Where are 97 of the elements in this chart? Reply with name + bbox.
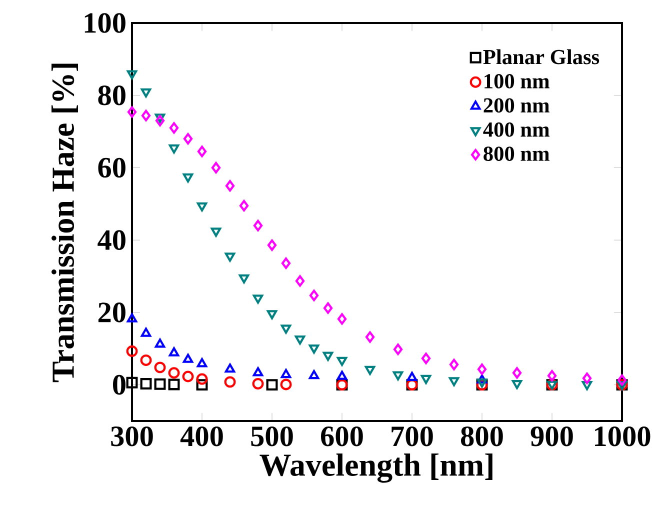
point [512,367,522,379]
x-tick-label: 500 [251,426,293,446]
point [196,358,208,368]
point [364,366,376,375]
point [477,364,487,375]
point [420,374,432,384]
x-axis-title: Wavelength [nm] [260,453,492,483]
point [196,379,208,391]
point [267,239,277,251]
point [476,374,488,384]
point [336,356,348,366]
y-tick-label: 40 [98,230,126,250]
point [266,379,278,391]
point [168,347,180,356]
point [224,364,236,373]
point [281,258,291,269]
point [337,313,347,325]
point [224,376,236,388]
x-tick-label: 1000 [595,426,650,446]
point [476,378,488,388]
point [140,88,152,98]
point [252,378,264,390]
point [239,200,249,212]
point [392,371,404,380]
point [280,324,292,334]
point [154,338,166,348]
x-tick-label: 600 [321,426,363,446]
y-tick-label: 100 [84,13,126,33]
point [126,70,138,80]
point [322,352,334,361]
point [238,274,250,284]
point [182,173,194,183]
point [582,381,592,390]
point [168,144,180,154]
point [336,370,348,380]
point [140,328,152,337]
point [154,362,166,374]
point [197,146,207,158]
point [168,378,180,390]
point [182,354,194,363]
point [126,376,138,388]
x-tick-label: 300 [111,426,153,446]
point [295,275,305,287]
point [225,180,235,192]
point [252,294,264,304]
y-tick-label: 20 [98,302,126,322]
point [140,378,152,390]
point [512,380,522,390]
point [266,310,278,320]
point [448,377,460,386]
y-tick-label: 60 [98,158,126,178]
point [154,378,166,390]
point [252,367,264,376]
y-tick-label: 80 [98,85,126,106]
point [183,133,193,145]
y-tick-label: 0 [113,374,126,395]
legend-label: 800 nm [484,146,550,161]
x-tick-label: 800 [460,426,503,446]
y-axis-title: Transmission Haze [%] [52,64,78,382]
point [308,344,320,354]
legend-label: Planar Glass [483,49,600,64]
point [196,373,208,385]
x-tick-label: 700 [392,426,433,446]
point [393,344,403,356]
x-tick-label: 400 [180,426,223,446]
point [154,114,166,123]
point [406,372,418,381]
point [547,370,557,382]
point [294,335,306,345]
point [582,372,592,384]
point [309,290,319,302]
legend-label: 400 nm [483,122,550,137]
point [210,228,222,237]
point [140,354,152,366]
x-tick-label: 900 [530,426,573,446]
point [155,114,165,126]
point [365,331,375,343]
point [141,110,151,122]
point [211,162,221,174]
point [168,367,180,379]
point [449,358,459,370]
point [196,202,208,212]
point [280,368,292,378]
point [126,345,138,357]
point [169,122,179,134]
point [323,302,333,314]
point [224,252,236,262]
point [308,370,320,380]
point [127,106,137,118]
point [126,313,138,322]
legend-label: 200 nm [484,98,550,113]
point [253,220,263,232]
point [280,378,292,390]
point [421,352,431,364]
point [617,374,627,386]
point [182,370,194,382]
legend-label: 100 nm [484,74,550,88]
